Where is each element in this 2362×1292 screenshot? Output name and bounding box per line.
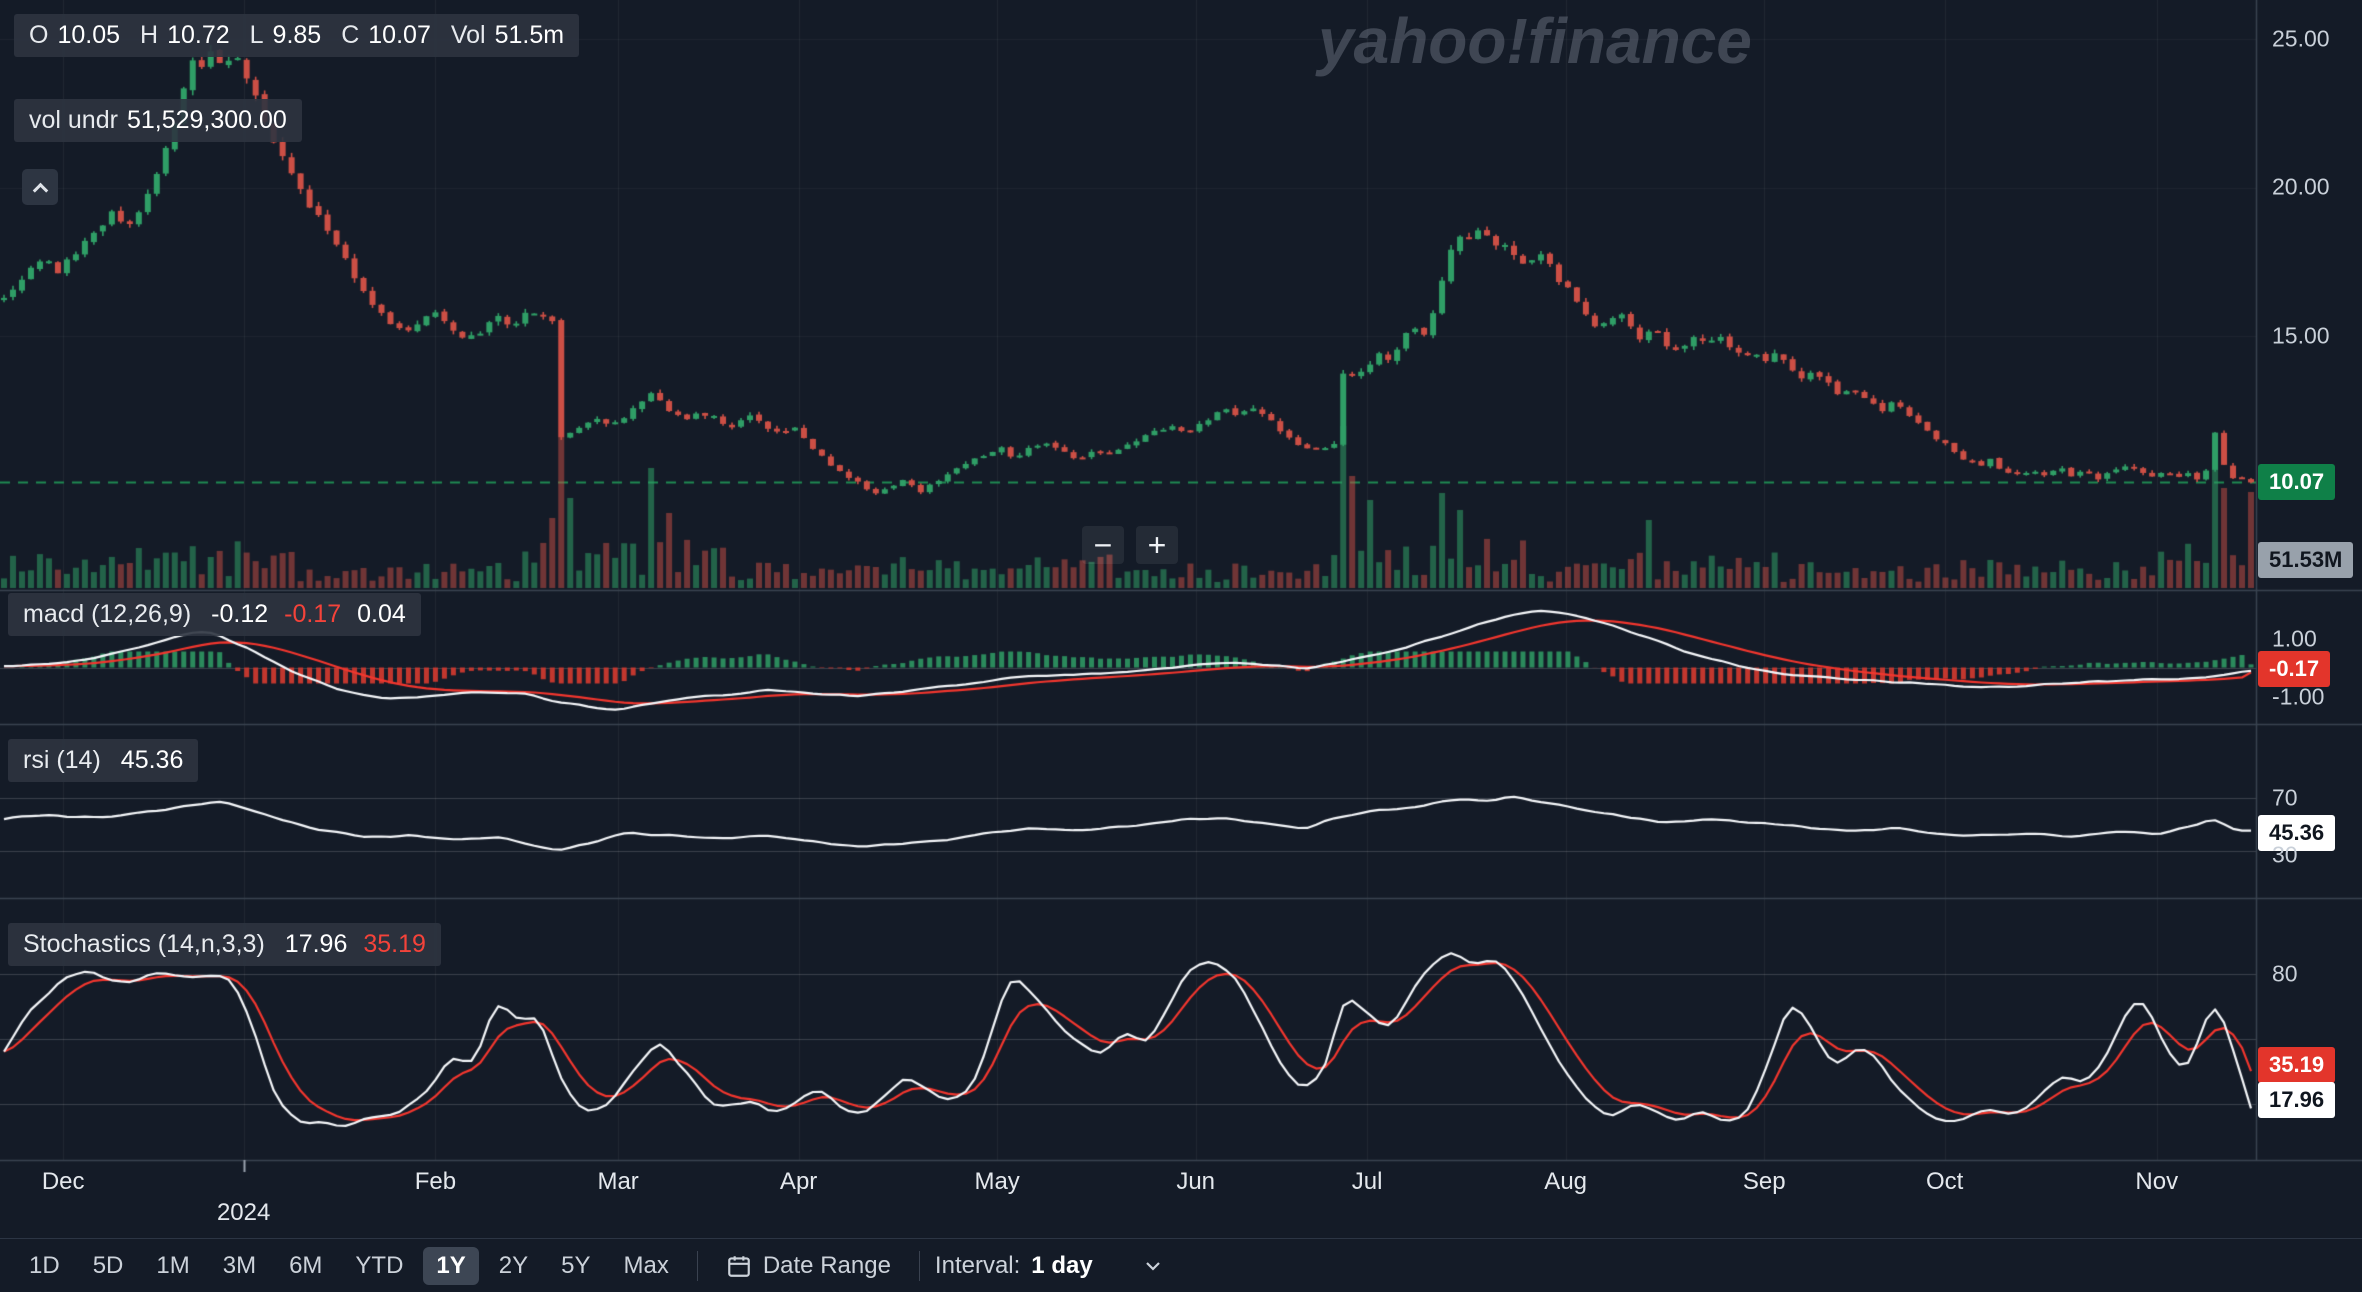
- macd-value: -0.12: [211, 600, 269, 628]
- yahoo-finance-watermark: yahoo!finance: [1318, 5, 1752, 77]
- high-value: 10.72: [167, 21, 230, 49]
- close-label: C: [341, 21, 360, 49]
- price-tick-25: 25.00: [2272, 25, 2330, 52]
- open-label: O: [29, 21, 49, 49]
- range-button-1d[interactable]: 1D: [16, 1247, 73, 1285]
- month-label-feb: Feb: [414, 1168, 457, 1195]
- low-label: L: [249, 21, 264, 49]
- rsi-readout: rsi (14) 45.36: [8, 739, 199, 782]
- range-button-ytd[interactable]: YTD: [342, 1247, 416, 1285]
- volume-label: Vol: [450, 21, 486, 49]
- month-label-oct: Oct: [1926, 1168, 1964, 1195]
- price-tick-15: 15.00: [2272, 322, 2330, 349]
- range-button-6m[interactable]: 6M: [276, 1247, 335, 1285]
- macd-title: macd (12,26,9): [23, 600, 192, 628]
- range-button-3m[interactable]: 3M: [210, 1247, 269, 1285]
- month-label-sep: Sep: [1742, 1168, 1786, 1195]
- price-tick-20: 20.00: [2272, 173, 2330, 200]
- stoch-tick-80: 80: [2272, 960, 2298, 987]
- date-range-button[interactable]: Date Range: [713, 1247, 904, 1285]
- stoch-d-badge: 35.19: [2258, 1047, 2336, 1083]
- macd-tick-neg1: -1.00: [2272, 683, 2325, 710]
- volume-indicator-readout: vol undr 51,529,300.00: [14, 99, 302, 142]
- range-button-group: 1D 5D 1M 3M 6M YTD 1Y 2Y 5Y Max: [16, 1246, 682, 1285]
- macd-signal-badge: -0.17: [2258, 651, 2331, 687]
- month-label-jul: Jul: [1351, 1168, 1383, 1195]
- last-volume-badge: 51.53M: [2258, 542, 2354, 578]
- chart-toolbar: 1D 5D 1M 3M 6M YTD 1Y 2Y 5Y Max Date Range Interv…: [0, 1238, 2362, 1292]
- month-label-jun: Jun: [1176, 1168, 1216, 1195]
- macd-hist-value: 0.04: [357, 600, 406, 628]
- toolbar-divider: [918, 1250, 920, 1281]
- interval-selector[interactable]: Interval: 1 day: [935, 1252, 1093, 1280]
- rsi-value: 45.36: [120, 746, 184, 774]
- stoch-d-value: 35.19: [363, 930, 426, 958]
- stoch-k-value: 17.96: [284, 930, 348, 958]
- zoom-out-button[interactable]: −: [1082, 526, 1124, 564]
- macd-signal-value: -0.17: [284, 600, 342, 628]
- range-button-5y[interactable]: 5Y: [548, 1247, 603, 1285]
- open-value: 10.05: [57, 21, 121, 49]
- stoch-k-badge: 17.96: [2258, 1082, 2336, 1118]
- stochastics-title: Stochastics (14,n,3,3): [23, 930, 265, 958]
- range-button-1m[interactable]: 1M: [143, 1247, 202, 1285]
- chevron-down-icon[interactable]: [1141, 1254, 1165, 1278]
- range-button-5d[interactable]: 5D: [80, 1247, 137, 1285]
- vol-under-label: vol undr: [29, 106, 118, 134]
- range-button-2y[interactable]: 2Y: [486, 1247, 541, 1285]
- collapse-indicators-button[interactable]: [22, 169, 58, 205]
- last-price-badge: 10.07: [2258, 464, 2336, 500]
- rsi-tick-70: 70: [2272, 784, 2298, 811]
- chevron-up-icon: [32, 182, 48, 198]
- high-label: H: [140, 21, 159, 49]
- interval-label: Interval:: [934, 1251, 1021, 1279]
- volume-value: 51.5m: [494, 21, 565, 49]
- month-label-may: May: [974, 1168, 1020, 1195]
- interval-value: 1 day: [1031, 1251, 1093, 1279]
- month-label-apr: Apr: [779, 1168, 818, 1195]
- year-label: 2024: [216, 1199, 271, 1226]
- stochastics-readout: Stochastics (14,n,3,3) 17.96 35.19: [8, 923, 441, 966]
- macd-readout: macd (12,26,9) -0.12 -0.17 0.04: [8, 593, 421, 636]
- range-button-1y[interactable]: 1Y: [423, 1246, 479, 1285]
- month-label-dec: Dec: [41, 1168, 85, 1195]
- ohlc-readout: O 10.05 H 10.72 L 9.85 C 10.07 Vol 51.5m: [14, 14, 580, 57]
- toolbar-divider: [696, 1250, 698, 1281]
- low-value: 9.85: [272, 21, 322, 49]
- month-label-mar: Mar: [597, 1168, 639, 1195]
- rsi-title: rsi (14): [23, 746, 101, 774]
- vol-under-value: 51,529,300.00: [126, 106, 287, 134]
- month-label-nov: Nov: [2135, 1168, 2179, 1195]
- close-value: 10.07: [368, 21, 431, 49]
- month-label-aug: Aug: [1544, 1168, 1588, 1195]
- zoom-in-button[interactable]: +: [1136, 526, 1178, 564]
- rsi-tick-30: 30: [2272, 841, 2298, 868]
- date-range-label: Date Range: [762, 1251, 891, 1279]
- calendar-icon: [726, 1253, 752, 1279]
- macd-tick-1: 1.00: [2272, 625, 2317, 652]
- rsi-value-badge: 45.36: [2258, 815, 2336, 851]
- range-button-max[interactable]: Max: [610, 1247, 681, 1285]
